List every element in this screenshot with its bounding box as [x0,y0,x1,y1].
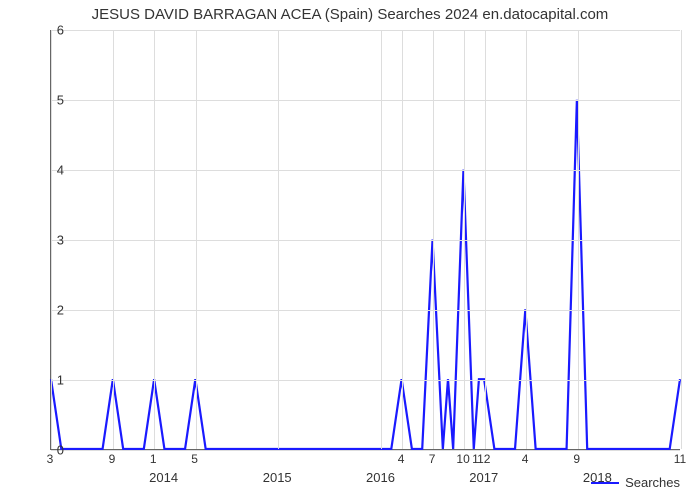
y-tick-label: 2 [24,303,64,318]
y-tick-label: 3 [24,233,64,248]
y-tick-label: 5 [24,93,64,108]
x-tick-label: 9 [573,452,580,466]
gridline-v [485,30,486,449]
gridline-v [526,30,527,449]
gridline-v [402,30,403,449]
gridline-v [433,30,434,449]
plot-area [50,30,680,450]
gridline-h [51,100,680,101]
x-year-label: 2014 [149,470,178,485]
x-tick-label: 9 [109,452,116,466]
gridline-v [113,30,114,449]
gridline-v [464,30,465,449]
gridline-h [51,240,680,241]
gridline-h [51,450,680,451]
x-tick-label: 4 [522,452,529,466]
gridline-v [154,30,155,449]
y-tick-label: 4 [24,163,64,178]
gridline-h [51,380,680,381]
y-tick-label: 6 [24,23,64,38]
gridline-h [51,170,680,171]
x-year-label: 2018 [583,470,612,485]
gridline-h [51,310,680,311]
x-year-label: 2015 [263,470,292,485]
x-tick-label: 10 [456,452,469,466]
x-year-label: 2017 [469,470,498,485]
gridline-v [381,30,382,449]
x-tick-label: 12 [477,452,490,466]
y-tick-label: 1 [24,373,64,388]
x-tick-label: 1 [150,452,157,466]
gridline-v [196,30,197,449]
y-tick-label: 0 [24,443,64,458]
legend-label: Searches [625,475,680,490]
x-tick-label: 5 [191,452,198,466]
line-chart: JESUS DAVID BARRAGAN ACEA (Spain) Search… [0,0,700,500]
chart-title: JESUS DAVID BARRAGAN ACEA (Spain) Search… [0,6,700,23]
gridline-v [681,30,682,449]
gridline-h [51,30,680,31]
gridline-v [578,30,579,449]
x-year-label: 2016 [366,470,395,485]
x-tick-label: 3 [47,452,54,466]
x-tick-label: 7 [429,452,436,466]
x-tick-label: 4 [398,452,405,466]
x-tick-label: 11 [674,452,686,466]
gridline-v [278,30,279,449]
